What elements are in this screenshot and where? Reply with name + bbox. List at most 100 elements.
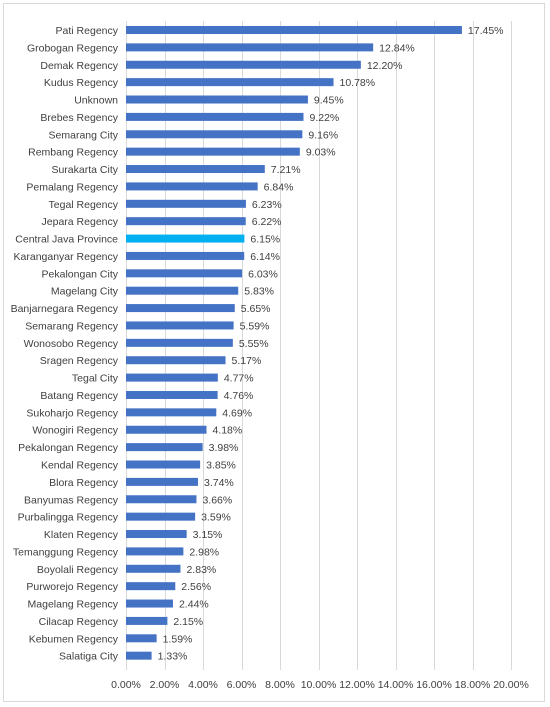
bar (126, 60, 361, 69)
bar (126, 477, 198, 486)
category-label: Cilacap Regency (39, 616, 119, 628)
bar (126, 651, 152, 660)
bar (126, 390, 218, 399)
bar (126, 217, 246, 226)
value-label: 5.17% (232, 355, 262, 367)
x-tick-label: 0.00% (111, 679, 141, 691)
category-label: Pekalongan Regency (18, 442, 119, 454)
value-label: 10.78% (340, 77, 376, 89)
bar (126, 182, 258, 191)
bar (126, 460, 201, 469)
category-label: Tegal Regency (49, 199, 119, 211)
category-label: Sragen Regency (40, 355, 119, 367)
bar (126, 495, 197, 504)
bar (126, 616, 168, 625)
value-label: 6.22% (252, 216, 282, 228)
bar (126, 251, 245, 260)
value-label: 4.77% (224, 373, 254, 385)
bar (126, 95, 308, 104)
category-label: Pekalongan City (42, 268, 119, 280)
bar (126, 26, 462, 34)
category-label: Central Java Province (15, 234, 118, 246)
bar (126, 443, 203, 452)
category-label: Tegal City (72, 373, 119, 385)
value-label: 12.84% (379, 42, 415, 54)
value-label: 5.83% (244, 286, 274, 298)
value-label: 3.59% (201, 512, 231, 524)
category-label: Pemalang Regency (26, 181, 118, 193)
value-label: 2.98% (189, 546, 219, 558)
value-label: 2.15% (173, 616, 203, 628)
category-label: Jepara Regency (42, 216, 119, 228)
bar (126, 43, 374, 52)
value-label: 4.18% (212, 425, 242, 437)
bar (126, 512, 196, 521)
value-label: 2.83% (186, 564, 216, 576)
x-tick-label: 10.00% (301, 679, 337, 691)
category-label: Sukoharjo Regency (26, 407, 118, 419)
x-tick-label: 20.00% (493, 679, 529, 691)
grid-layer (126, 21, 512, 670)
category-label: Surakarta City (51, 164, 118, 176)
x-tick-label: 6.00% (227, 679, 257, 691)
category-label: Grobogan Regency (27, 42, 119, 54)
x-tick-label: 4.00% (188, 679, 218, 691)
value-label: 5.55% (239, 338, 269, 350)
category-label: Blora Regency (49, 477, 119, 489)
value-label: 1.59% (163, 633, 193, 645)
bar (126, 373, 218, 382)
category-label: Brebes Regency (40, 112, 118, 124)
bar (126, 582, 176, 591)
value-label: 3.85% (206, 460, 236, 472)
value-label: 7.21% (271, 164, 301, 176)
category-label: Banjarnegara Regency (11, 303, 119, 315)
x-tick-label: 12.00% (339, 679, 375, 691)
category-label: Kebumen Regency (29, 633, 119, 645)
category-label: Purworejo Regency (26, 581, 118, 593)
bar (126, 530, 187, 539)
category-label: Batang Regency (40, 390, 118, 402)
category-label: Boyolali Regency (37, 564, 119, 576)
category-label: Karanganyar Regency (14, 251, 119, 263)
x-tick-label: 16.00% (416, 679, 452, 691)
bar (126, 199, 246, 208)
x-tick-label: 8.00% (265, 679, 295, 691)
bar (126, 564, 181, 573)
category-label: Kudus Regency (44, 77, 119, 89)
category-label: Klaten Regency (44, 529, 119, 541)
x-tick-label: 18.00% (455, 679, 491, 691)
value-label: 9.45% (314, 95, 344, 107)
value-label: 6.84% (264, 181, 294, 193)
label-layer: Pati Regency 17.45% Grobogan Regency 12.84%… (11, 25, 504, 663)
value-label: 9.22% (309, 112, 339, 124)
value-label: 6.15% (250, 234, 280, 246)
value-label: 2.44% (179, 599, 209, 611)
category-label: Wonogiri Regency (32, 425, 118, 437)
value-label: 1.33% (158, 651, 188, 663)
value-label: 5.59% (240, 320, 270, 332)
value-label: 6.03% (248, 268, 278, 280)
value-label: 9.03% (306, 147, 336, 159)
value-label: 12.20% (367, 60, 403, 72)
bar (126, 165, 265, 174)
value-label: 6.23% (252, 199, 282, 211)
category-label: Pati Regency (56, 25, 119, 37)
category-label: Purbalingga Regency (18, 512, 119, 524)
bar (126, 112, 304, 121)
bar (126, 408, 217, 417)
category-label: Semarang City (49, 129, 119, 141)
bar (126, 634, 157, 643)
value-label: 6.14% (250, 251, 280, 263)
category-label: Banyumas Regency (24, 494, 119, 506)
bar (126, 321, 234, 330)
bar (126, 269, 243, 278)
value-label: 4.69% (222, 407, 252, 419)
bar (126, 547, 184, 556)
category-label: Semarang Regency (25, 320, 119, 332)
value-label: 3.98% (209, 442, 239, 454)
category-label: Wonosobo Regency (24, 338, 119, 350)
value-label: 4.76% (224, 390, 254, 402)
category-label: Magelang City (51, 286, 119, 298)
category-label: Kendal Regency (41, 460, 119, 472)
